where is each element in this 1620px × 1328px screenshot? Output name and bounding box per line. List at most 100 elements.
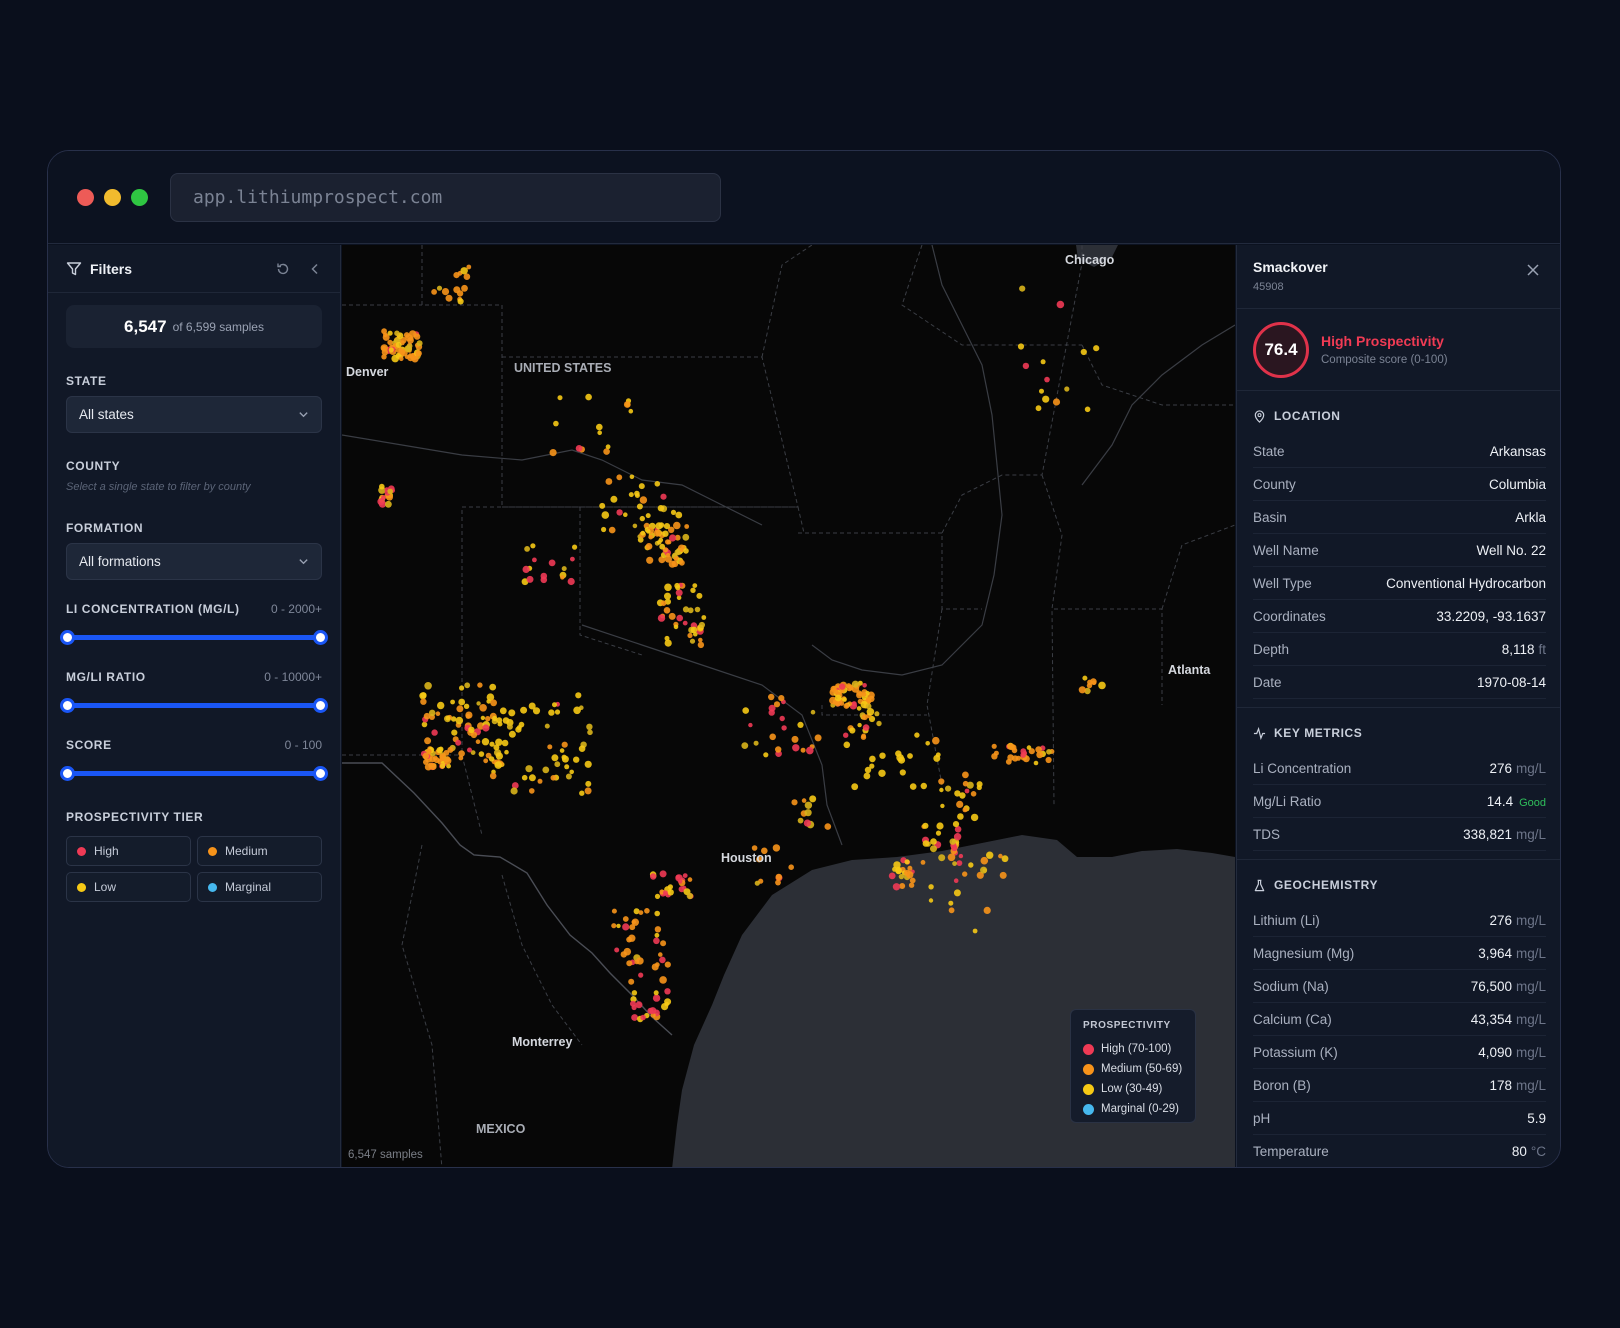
sample-point[interactable] bbox=[488, 756, 495, 762]
sample-point[interactable] bbox=[664, 555, 672, 563]
sample-point[interactable] bbox=[479, 704, 487, 712]
sample-point[interactable] bbox=[453, 286, 461, 294]
sample-point[interactable] bbox=[878, 769, 886, 777]
sample-point[interactable] bbox=[565, 773, 572, 780]
sample-point[interactable] bbox=[483, 758, 489, 764]
sample-point[interactable] bbox=[391, 354, 399, 363]
sample-point[interactable] bbox=[424, 682, 432, 690]
sample-point[interactable] bbox=[631, 918, 639, 926]
sample-point[interactable] bbox=[645, 543, 653, 550]
sample-point[interactable] bbox=[653, 990, 659, 996]
sample-point[interactable] bbox=[788, 864, 794, 870]
sample-point[interactable] bbox=[947, 853, 956, 862]
sample-point[interactable] bbox=[668, 526, 675, 533]
sample-point[interactable] bbox=[664, 961, 671, 968]
sample-point[interactable] bbox=[631, 1014, 638, 1021]
sample-point[interactable] bbox=[945, 785, 952, 792]
sample-point[interactable] bbox=[584, 760, 592, 768]
sample-point[interactable] bbox=[1082, 675, 1088, 681]
sample-point[interactable] bbox=[490, 699, 497, 707]
sample-point[interactable] bbox=[930, 845, 937, 853]
sample-point[interactable] bbox=[504, 749, 509, 755]
sample-point[interactable] bbox=[572, 544, 578, 550]
sample-point[interactable] bbox=[922, 822, 929, 829]
sample-point[interactable] bbox=[907, 865, 913, 871]
sample-point[interactable] bbox=[532, 707, 541, 715]
sample-point[interactable] bbox=[922, 840, 930, 847]
sample-point[interactable] bbox=[508, 709, 516, 717]
sample-point[interactable] bbox=[768, 693, 775, 701]
reset-icon[interactable] bbox=[276, 262, 290, 276]
sample-point[interactable] bbox=[843, 732, 849, 738]
sample-point[interactable] bbox=[856, 706, 862, 711]
sample-point[interactable] bbox=[954, 790, 961, 797]
sample-point[interactable] bbox=[633, 908, 640, 915]
sample-point[interactable] bbox=[664, 988, 671, 995]
sample-point[interactable] bbox=[810, 709, 816, 715]
sample-point[interactable] bbox=[991, 753, 998, 760]
sample-point[interactable] bbox=[843, 741, 851, 749]
sample-point[interactable] bbox=[639, 496, 648, 504]
sample-point[interactable] bbox=[493, 744, 500, 751]
sample-point[interactable] bbox=[573, 706, 581, 715]
sample-point[interactable] bbox=[668, 560, 676, 568]
sample-point[interactable] bbox=[508, 730, 516, 738]
sample-point[interactable] bbox=[416, 340, 423, 347]
sample-point[interactable] bbox=[395, 341, 402, 348]
sample-point[interactable] bbox=[1035, 405, 1042, 412]
sample-point[interactable] bbox=[428, 709, 436, 717]
sample-point[interactable] bbox=[518, 721, 525, 728]
sample-point[interactable] bbox=[482, 724, 490, 732]
sample-point[interactable] bbox=[423, 759, 429, 765]
sample-point[interactable] bbox=[839, 683, 846, 690]
sample-point[interactable] bbox=[659, 543, 666, 550]
slider-min-handle[interactable] bbox=[60, 766, 75, 781]
tier-medium-button[interactable]: Medium bbox=[197, 836, 322, 866]
sample-point[interactable] bbox=[424, 737, 432, 745]
sample-point[interactable] bbox=[1052, 398, 1061, 406]
sample-point[interactable] bbox=[936, 822, 944, 830]
sample-point[interactable] bbox=[638, 972, 644, 978]
sample-point[interactable] bbox=[673, 624, 679, 630]
sample-point[interactable] bbox=[623, 512, 628, 517]
sample-point[interactable] bbox=[763, 752, 769, 758]
sample-point[interactable] bbox=[769, 733, 776, 741]
sample-point[interactable] bbox=[560, 575, 565, 580]
sample-point[interactable] bbox=[751, 845, 758, 851]
sample-point[interactable] bbox=[866, 708, 875, 716]
sample-point[interactable] bbox=[540, 576, 548, 584]
sample-point[interactable] bbox=[1056, 300, 1065, 309]
sample-point[interactable] bbox=[698, 637, 703, 643]
sample-point[interactable] bbox=[687, 607, 694, 614]
sample-point[interactable] bbox=[561, 755, 569, 763]
sample-point[interactable] bbox=[528, 702, 536, 710]
sample-point[interactable] bbox=[1001, 855, 1009, 863]
sample-point[interactable] bbox=[957, 813, 964, 820]
sample-point[interactable] bbox=[458, 750, 465, 757]
sample-point[interactable] bbox=[666, 553, 671, 558]
sample-point[interactable] bbox=[611, 923, 617, 929]
sample-point[interactable] bbox=[521, 774, 528, 781]
sample-point[interactable] bbox=[564, 764, 570, 770]
sample-point[interactable] bbox=[869, 755, 876, 763]
sample-point[interactable] bbox=[741, 742, 749, 749]
tier-high-button[interactable]: High bbox=[66, 836, 191, 866]
sample-point[interactable] bbox=[682, 620, 688, 626]
sample-point[interactable] bbox=[686, 892, 694, 900]
sample-point[interactable] bbox=[511, 782, 519, 789]
sample-point[interactable] bbox=[510, 787, 518, 795]
sample-point[interactable] bbox=[654, 481, 661, 487]
sample-point[interactable] bbox=[970, 813, 979, 822]
sample-point[interactable] bbox=[554, 709, 561, 715]
sample-point[interactable] bbox=[485, 716, 491, 722]
sample-point[interactable] bbox=[851, 680, 859, 688]
sample-point[interactable] bbox=[634, 959, 640, 965]
sample-point[interactable] bbox=[399, 356, 404, 362]
sample-point[interactable] bbox=[460, 267, 468, 275]
sample-point[interactable] bbox=[861, 714, 868, 721]
sample-point[interactable] bbox=[630, 996, 637, 1003]
sample-point[interactable] bbox=[952, 861, 957, 866]
sample-point[interactable] bbox=[800, 747, 806, 753]
sample-point[interactable] bbox=[687, 877, 693, 882]
sample-point[interactable] bbox=[658, 952, 663, 957]
